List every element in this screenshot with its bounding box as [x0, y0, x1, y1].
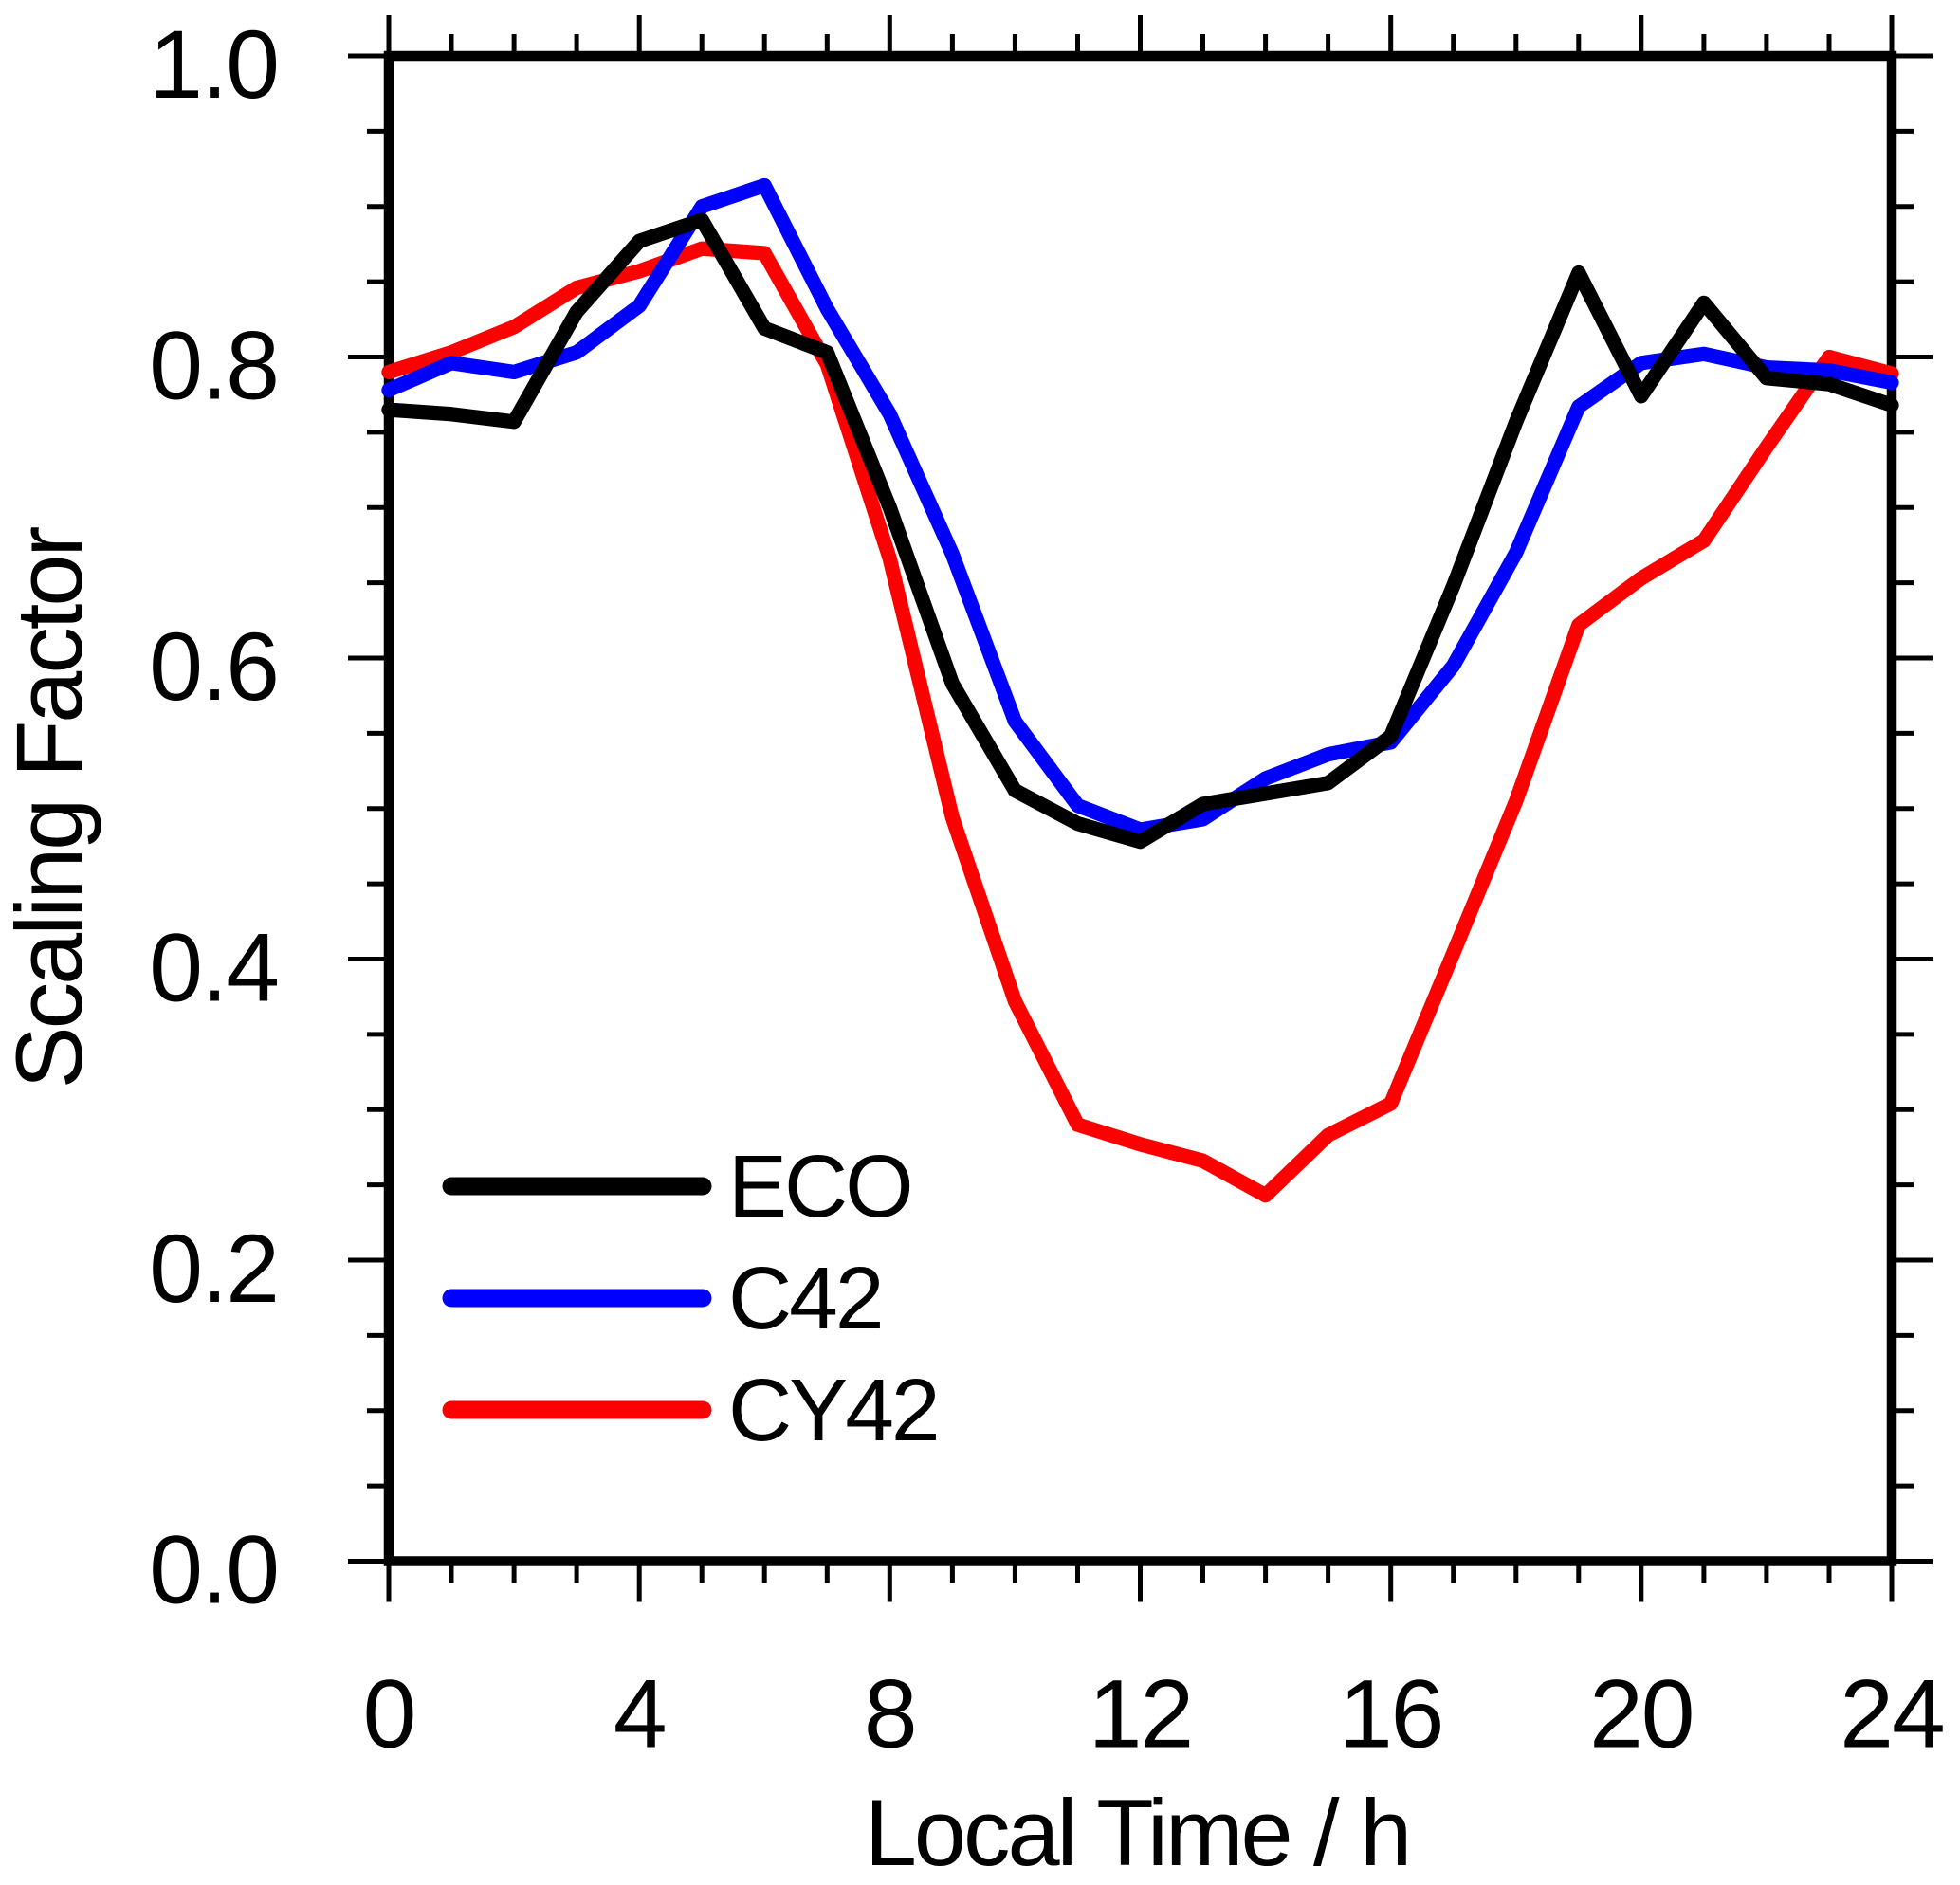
svg-text:0.0: 0.0 [149, 1516, 278, 1624]
svg-text:ECO: ECO [728, 1137, 911, 1235]
svg-text:0.6: 0.6 [149, 613, 278, 721]
svg-text:C42: C42 [728, 1249, 882, 1347]
svg-text:Local Time / h: Local Time / h [865, 1780, 1409, 1885]
svg-text:Scaling Factor: Scaling Factor [0, 527, 101, 1089]
svg-text:12: 12 [1089, 1660, 1192, 1768]
svg-text:16: 16 [1339, 1660, 1442, 1768]
svg-text:CY42: CY42 [728, 1361, 938, 1459]
svg-text:8: 8 [864, 1660, 916, 1768]
svg-text:20: 20 [1589, 1660, 1693, 1768]
svg-text:4: 4 [614, 1660, 666, 1768]
svg-text:0.4: 0.4 [149, 914, 278, 1022]
svg-text:24: 24 [1840, 1660, 1943, 1768]
svg-text:0: 0 [363, 1660, 415, 1768]
svg-text:0.8: 0.8 [149, 312, 278, 420]
svg-text:1.0: 1.0 [149, 10, 278, 119]
svg-text:0.2: 0.2 [149, 1215, 278, 1323]
